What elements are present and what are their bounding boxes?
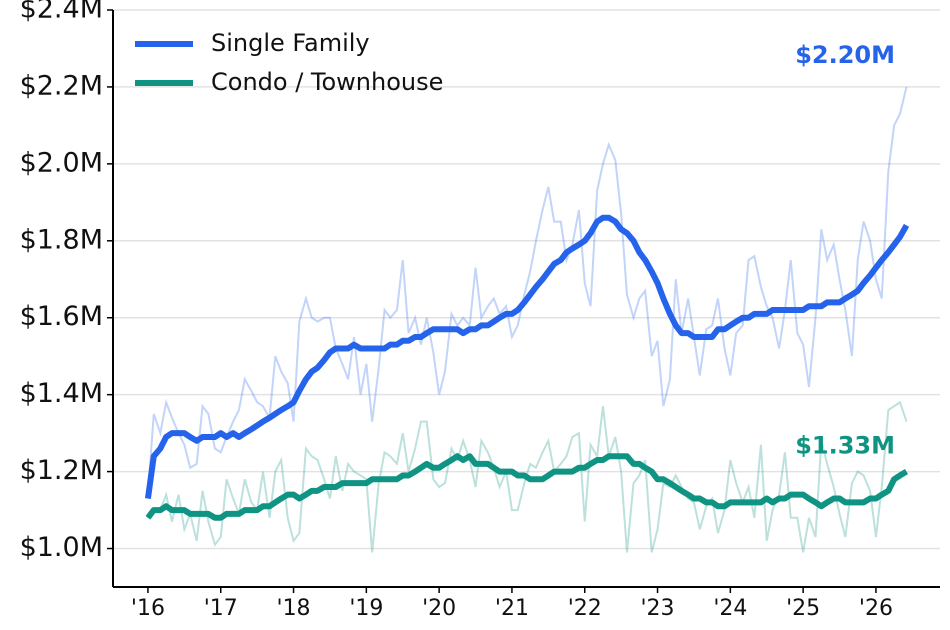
- y-tick-label: $1.8M: [20, 224, 103, 255]
- x-tick-label: '25: [786, 596, 820, 621]
- smoothed-line: [145, 453, 909, 521]
- x-tick-label: '22: [568, 596, 602, 621]
- x-tick-label: '19: [349, 596, 383, 621]
- x-tick-label: '17: [204, 596, 238, 621]
- y-tick-label: $1.2M: [20, 455, 103, 486]
- raw-line: [146, 86, 908, 495]
- y-tick-label: $2.4M: [20, 0, 103, 25]
- x-tick-label: '21: [495, 596, 529, 621]
- smoothed-line: [144, 214, 910, 499]
- end-label: $1.33M: [795, 432, 895, 460]
- raw-line: [147, 400, 908, 553]
- end-label: $2.20M: [795, 41, 895, 69]
- x-tick-label: '16: [131, 596, 165, 621]
- x-tick-label: '20: [422, 596, 456, 621]
- y-tick-label: $1.4M: [20, 378, 103, 409]
- y-tick-label: $1.0M: [20, 532, 103, 563]
- legend-label: Condo / Townhouse: [211, 68, 443, 96]
- y-tick-label: $2.0M: [20, 147, 103, 178]
- x-tick-label: '23: [641, 596, 675, 621]
- x-tick-label: '18: [277, 596, 311, 621]
- legend-label: Single Family: [211, 29, 370, 57]
- y-tick-label: $1.6M: [20, 301, 103, 332]
- x-tick-label: '24: [713, 596, 747, 621]
- x-tick-label: '26: [859, 596, 893, 621]
- y-tick-label: $2.2M: [20, 70, 103, 101]
